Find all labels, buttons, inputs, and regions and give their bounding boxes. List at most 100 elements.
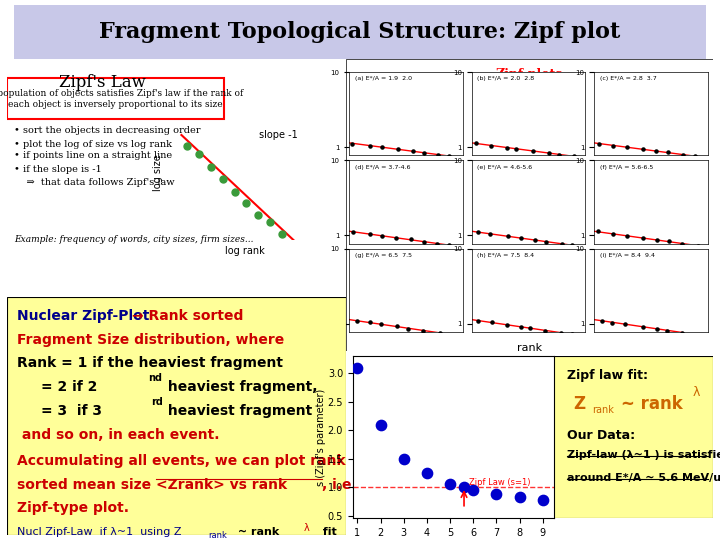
Point	[467, 485, 479, 494]
Text: • plot the log of size vs log rank: • plot the log of size vs log rank	[14, 140, 172, 149]
Point	[537, 495, 549, 504]
Text: λ: λ	[303, 523, 309, 533]
Text: Example: frequency of words, city sizes, firm sizes...: Example: frequency of words, city sizes,…	[14, 235, 253, 244]
Text: , i.e.,: , i.e.,	[322, 477, 362, 491]
Point	[392, 322, 403, 330]
Text: Zipf-law (λ~1 ) is satisfied: Zipf-law (λ~1 ) is satisfied	[567, 450, 720, 461]
Point	[418, 149, 430, 158]
Point	[375, 420, 387, 429]
Text: • if the slope is -1: • if the slope is -1	[14, 165, 102, 173]
Text: Zipf Law (s=1): Zipf Law (s=1)	[469, 478, 530, 488]
Text: (g) E*/A = 6.5  7.5: (g) E*/A = 6.5 7.5	[355, 253, 412, 258]
Text: Fragment Size distribution, where: Fragment Size distribution, where	[17, 333, 284, 347]
Point	[555, 328, 567, 337]
Point	[652, 325, 663, 333]
Text: <Zrank> vs rank: <Zrank> vs rank	[156, 477, 287, 491]
Text: (h) E*/A = 7.5  8.4: (h) E*/A = 7.5 8.4	[477, 253, 534, 258]
Text: = 3  if 3: = 3 if 3	[41, 404, 102, 418]
Text: and so on, in each event.: and so on, in each event.	[17, 428, 220, 442]
Point	[692, 241, 703, 250]
Text: around E*/A ~ 5.6 MeV/u: around E*/A ~ 5.6 MeV/u	[567, 473, 720, 483]
Point	[677, 239, 688, 248]
Text: ⇒  that data follows Zipf's law: ⇒ that data follows Zipf's law	[14, 178, 174, 187]
Text: (f) E*/A = 5.6-6.5: (f) E*/A = 5.6-6.5	[600, 165, 653, 170]
Point	[240, 199, 252, 207]
Point	[253, 211, 264, 219]
Point	[593, 139, 605, 148]
Point	[607, 230, 618, 238]
Text: nd: nd	[148, 373, 161, 383]
Point	[553, 150, 564, 159]
Text: heaviest fragment: heaviest fragment	[163, 404, 312, 418]
Text: Zipf's Law: Zipf's Law	[58, 74, 145, 91]
Text: → Rank sorted: → Rank sorted	[132, 309, 244, 323]
Point	[501, 321, 513, 329]
Point	[569, 152, 580, 161]
Point	[692, 330, 703, 339]
Text: Accumulating all events, we can plot rank: Accumulating all events, we can plot ran…	[17, 454, 346, 468]
Point	[229, 188, 240, 197]
Text: = 2 if 2: = 2 if 2	[41, 380, 97, 394]
Point	[637, 233, 649, 242]
Text: rank: rank	[209, 531, 228, 540]
Point	[592, 227, 603, 236]
Point	[351, 316, 362, 325]
Point	[390, 233, 402, 242]
Point	[543, 149, 554, 158]
Point	[557, 240, 568, 248]
Text: ~ rank: ~ rank	[234, 528, 279, 537]
Text: Rank = 1 if the heaviest fragment: Rank = 1 if the heaviest fragment	[17, 356, 284, 370]
Point	[377, 143, 388, 151]
Point	[364, 141, 376, 150]
Text: (c) E*/A = 2.8  3.7: (c) E*/A = 2.8 3.7	[600, 76, 657, 81]
FancyBboxPatch shape	[7, 78, 224, 119]
Point	[566, 241, 577, 249]
Point	[472, 316, 483, 325]
Text: log size: log size	[153, 154, 163, 191]
Point	[444, 151, 455, 160]
Point	[347, 139, 359, 148]
Point	[484, 230, 495, 238]
Point	[663, 237, 675, 246]
Point	[392, 145, 403, 153]
Point	[432, 151, 444, 159]
Text: A population of objects satisfies Zipf's law if the rank of
each object is inver: A population of objects satisfies Zipf's…	[0, 89, 243, 109]
Point	[446, 330, 457, 339]
Point	[677, 329, 688, 338]
Text: Nuclear Zipf-Plot: Nuclear Zipf-Plot	[17, 309, 155, 323]
Point	[405, 235, 417, 244]
Point	[458, 483, 469, 491]
Point	[364, 230, 376, 238]
Point	[514, 493, 526, 502]
Point	[597, 316, 608, 325]
Text: (i) E*/A = 8.4  9.4: (i) E*/A = 8.4 9.4	[600, 253, 654, 258]
Point	[181, 142, 193, 151]
Point	[421, 469, 433, 477]
Point	[651, 236, 662, 245]
Point	[470, 139, 482, 147]
Point	[541, 238, 552, 246]
Point	[608, 141, 619, 150]
Text: Nucl Zipf-Law  if λ~1  using Z: Nucl Zipf-Law if λ~1 using Z	[17, 528, 182, 537]
Point	[374, 320, 386, 328]
Text: Zipf-type plot.: Zipf-type plot.	[17, 501, 130, 515]
Point	[398, 454, 410, 463]
Point	[431, 240, 443, 248]
Point	[566, 330, 577, 339]
Point	[689, 152, 701, 160]
Text: rank: rank	[517, 343, 541, 353]
Text: • if points line on a straight line: • if points line on a straight line	[14, 151, 172, 160]
Point	[433, 328, 445, 337]
Text: rank: rank	[593, 405, 614, 415]
Point	[443, 241, 454, 249]
Point	[637, 322, 649, 331]
Text: (b) E*/A = 2.0  2.8: (b) E*/A = 2.0 2.8	[477, 76, 534, 81]
Point	[486, 318, 498, 327]
Text: Zipf-plots: Zipf-plots	[495, 68, 563, 81]
Text: λ: λ	[692, 386, 700, 399]
Point	[516, 322, 527, 331]
Point	[502, 232, 513, 240]
Text: rd: rd	[151, 397, 163, 407]
Text: heaviest fragment,: heaviest fragment,	[163, 380, 318, 394]
Point	[193, 150, 204, 159]
